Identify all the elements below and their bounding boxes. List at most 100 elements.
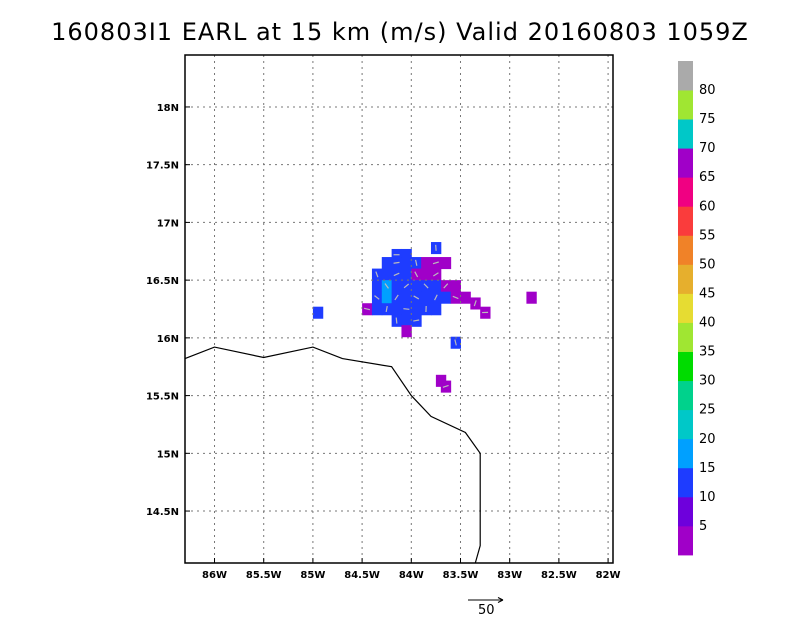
colorbar-segment (678, 438, 693, 469)
chart-title: 160803I1 EARL at 15 km (m/s) Valid 20160… (51, 18, 749, 46)
wind-arrow (432, 261, 439, 265)
y-tick-label: 18N (157, 103, 179, 114)
colorbar-label: 70 (699, 141, 716, 156)
colorbar-label: 35 (699, 345, 716, 360)
x-tick-label: 82.5W (541, 570, 577, 581)
colorbar-segment (678, 119, 693, 149)
coastline-layer (184, 346, 481, 564)
wind-arrow (403, 308, 410, 310)
wind-cell (430, 303, 442, 316)
y-tick-label: 17.5N (146, 161, 179, 172)
wind-cell (450, 280, 461, 293)
colorbar-label: 25 (699, 403, 716, 418)
x-tick-label: 85.5W (246, 570, 282, 581)
colorbar-segment (678, 525, 693, 556)
wind-arrow (434, 294, 438, 301)
colorbar: 5 10 15 20 25 30 35 40 45 50 55 60 65 70 75 80 (678, 61, 716, 556)
colorbar-segment (678, 206, 693, 236)
wind-arrow (384, 283, 389, 289)
wind-cell (401, 257, 412, 270)
x-tick-label: 85W (300, 570, 325, 581)
colorbar-segment (678, 322, 693, 352)
wind-arrow (423, 283, 429, 289)
colorbar-segment (678, 61, 693, 91)
wind-arrow (394, 294, 399, 301)
wind-cell (421, 257, 432, 270)
wind-arrow (385, 305, 388, 313)
colorbar-segment (678, 467, 693, 498)
wind-cell (391, 280, 402, 293)
colorbar-label: 10 (699, 490, 716, 505)
wind-arrow (413, 319, 420, 322)
wind-cell (411, 303, 422, 316)
wind-cell (381, 291, 393, 304)
y-tick-label: 17N (157, 218, 179, 229)
wind-arrow (443, 283, 449, 289)
x-tick-label: 84.5W (344, 570, 380, 581)
colorbar-label: 45 (699, 286, 716, 301)
colorbar-label: 60 (699, 199, 716, 214)
coastline (184, 346, 481, 564)
wind-arrow (363, 307, 371, 311)
wind-arrow (395, 317, 398, 324)
x-tick-label: 84W (399, 570, 424, 581)
reference-arrow-head (497, 597, 504, 603)
colorbar-segment (678, 90, 693, 120)
wind-cell (371, 280, 383, 293)
colorbar-segment (678, 148, 693, 178)
wind-arrow (414, 271, 419, 278)
colorbar-segment (678, 351, 693, 382)
wind-cell (440, 291, 452, 304)
wind-arrow (454, 339, 457, 346)
wind-cell (401, 291, 412, 304)
y-axis-ticks: 14.5N 15N 15.5N 16N 16.5N 17N 17.5N 18N (146, 103, 190, 518)
colorbar-segment (678, 293, 693, 323)
x-tick-label: 83W (497, 570, 522, 581)
wind-cell (430, 280, 442, 293)
colorbar-segment (678, 177, 693, 207)
wind-cell (401, 314, 412, 327)
wind-cell (460, 291, 471, 304)
wind-cell (371, 303, 383, 316)
wind-arrow (473, 300, 477, 307)
wind-arrow (393, 272, 400, 277)
x-axis-ticks: 86W 85.5W 85W 84.5W 84W 83.5W 83W 82.5W 82W (202, 558, 621, 581)
wind-arrow (375, 271, 379, 278)
x-tick-label: 82W (596, 570, 621, 581)
wind-cell (391, 303, 402, 316)
colorbar-label: 55 (699, 228, 716, 243)
wind-cell (440, 257, 452, 270)
colorbar-segment (678, 264, 693, 294)
colorbar-segment (678, 496, 693, 527)
colorbar-label: 15 (699, 461, 716, 476)
wind-cell (421, 268, 432, 281)
wind-cell (401, 248, 412, 262)
x-tick-label: 83.5W (443, 570, 479, 581)
plot-frame (184, 54, 614, 564)
colorbar-label: 5 (699, 519, 707, 534)
y-tick-label: 15N (157, 449, 179, 460)
x-tick-label: 86W (202, 570, 227, 581)
y-tick-label: 16.5N (146, 276, 179, 287)
wind-arrow (374, 295, 380, 300)
wind-cell (381, 257, 393, 270)
wind-arrow (393, 261, 400, 264)
colorbar-segment (678, 235, 693, 265)
wind-arrows-layer (363, 244, 489, 388)
wind-cell (312, 306, 324, 319)
wind-cell (401, 268, 412, 281)
wind-arrow (403, 283, 410, 289)
colorbar-label: 20 (699, 432, 716, 447)
reference-vector-label: 50 (478, 603, 495, 618)
wind-cells-layer (312, 242, 537, 393)
wind-cell (526, 291, 537, 304)
reference-vector: 50 (468, 597, 504, 618)
wind-cell (381, 268, 393, 281)
wind-arrow (415, 259, 418, 266)
colorbar-segment (678, 380, 693, 411)
wind-cell (411, 280, 422, 293)
colorbar-segment (678, 409, 693, 440)
wind-arrow (413, 295, 420, 300)
gridlines (185, 55, 613, 563)
